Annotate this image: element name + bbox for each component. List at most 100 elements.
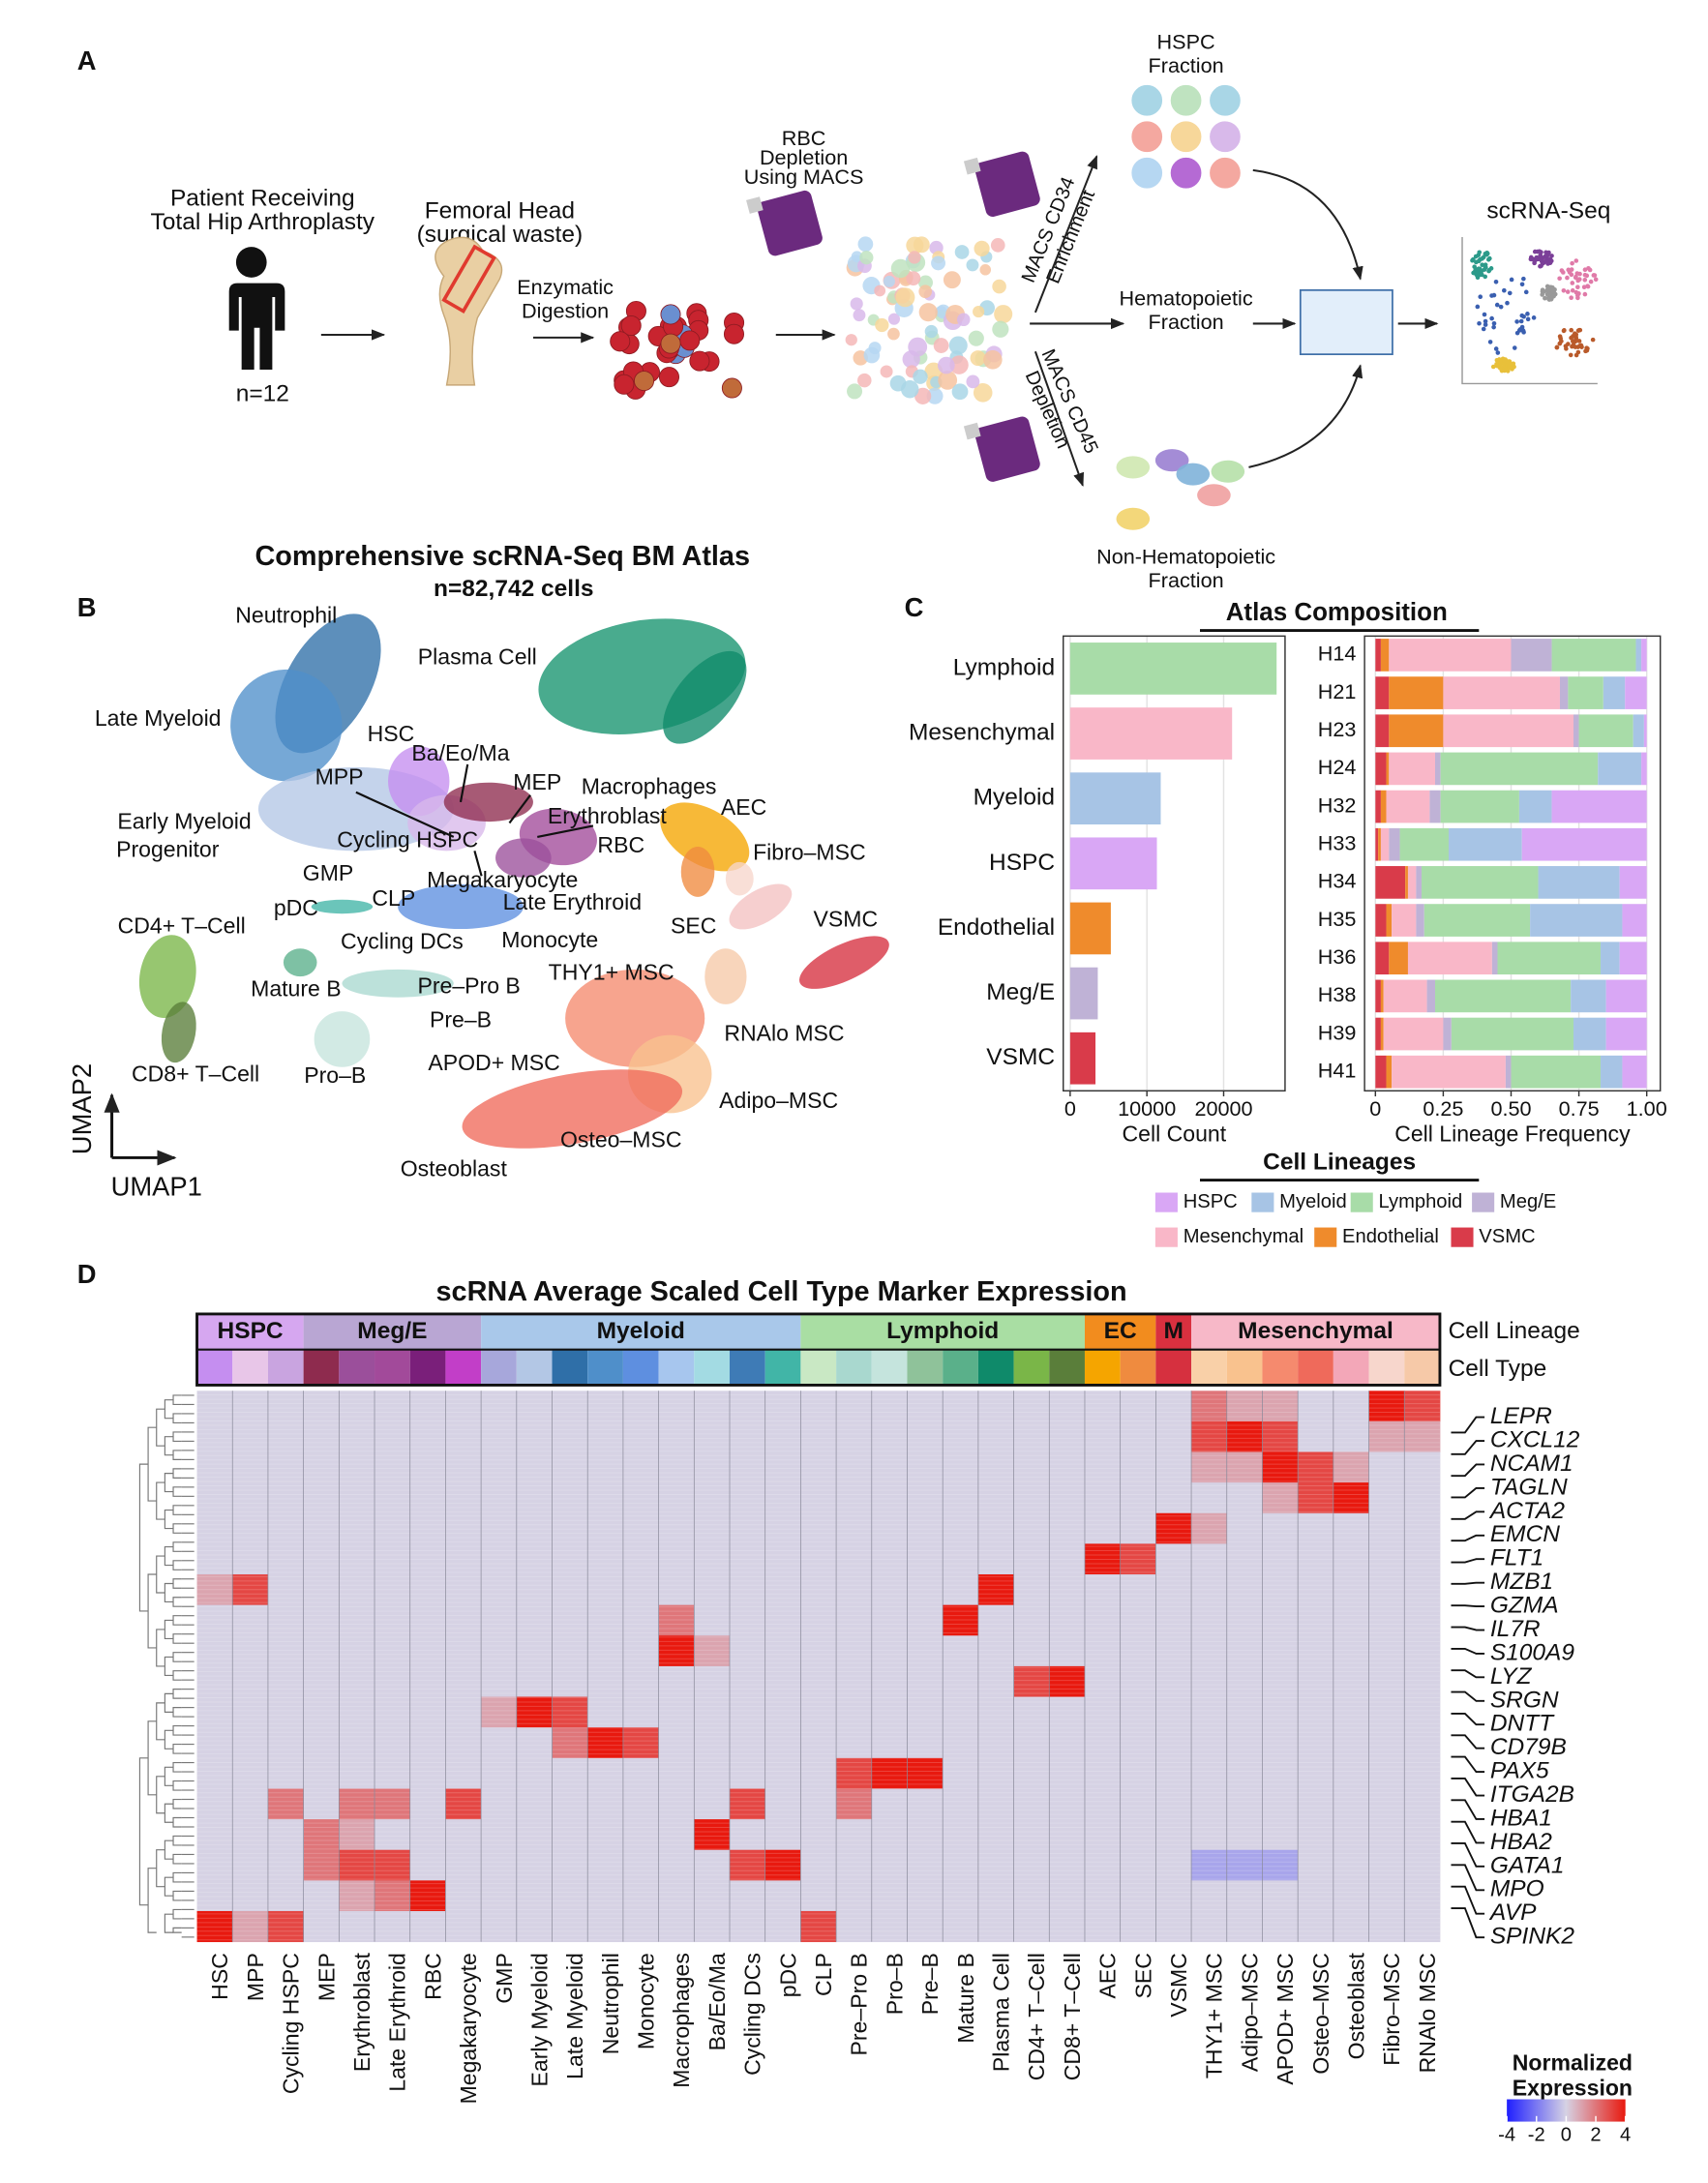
bar-segment	[1443, 1017, 1452, 1051]
heatmap-cell	[267, 1849, 305, 1881]
mini-umap-dot	[1569, 295, 1573, 300]
dendrogram	[156, 1408, 165, 1447]
heatmap-cell	[800, 1512, 837, 1544]
mini-umap-dot	[1483, 318, 1488, 324]
heatmap-cell	[1191, 1788, 1228, 1820]
heatmap-cell	[1262, 1420, 1299, 1452]
heatmap-cell	[836, 1880, 873, 1912]
heatmap-cell	[1404, 1849, 1441, 1881]
heatmap-cell	[339, 1482, 375, 1514]
heatmap-cell	[232, 1849, 269, 1881]
heatmap-cell	[303, 1788, 340, 1820]
heatmap-cell	[1262, 1635, 1299, 1667]
bar-segment	[1518, 790, 1552, 823]
heatmap-cell	[1120, 1910, 1156, 1943]
gene-connector	[1451, 1558, 1485, 1564]
heatmap-cell	[516, 1543, 553, 1575]
scale-tick-label: -2	[1528, 2124, 1545, 2145]
heatmap-cell	[1298, 1604, 1334, 1636]
column-label: THY1+ MSC	[1202, 1953, 1227, 2078]
legend-label: VSMC	[1479, 1226, 1535, 1247]
heatmap-cell	[1155, 1696, 1192, 1728]
cell-type-block	[1049, 1350, 1085, 1386]
heatmap-cell	[409, 1451, 446, 1483]
column-label: Erythroblast	[349, 1953, 375, 2073]
mini-umap-dot	[1559, 339, 1564, 344]
heatmap-cell	[196, 1635, 233, 1667]
heatmap-cell	[871, 1910, 908, 1943]
heatmap-cell	[871, 1574, 908, 1606]
heatmap-cell	[1084, 1635, 1122, 1667]
lineage-label: Mesenchymal	[1238, 1318, 1393, 1344]
heatmap-cell	[1084, 1819, 1122, 1851]
mini-umap-dot	[1561, 328, 1567, 334]
heatmap-cell	[977, 1696, 1015, 1728]
heatmap-cell	[871, 1727, 908, 1759]
cell-icon	[966, 374, 980, 389]
x-tick-label: 0.75	[1559, 1096, 1600, 1121]
bar-segment	[1449, 827, 1522, 861]
patient-text: Total Hip Arthroplasty	[151, 209, 375, 235]
x-tick-label: 0.50	[1490, 1096, 1531, 1121]
bar-segment	[1375, 790, 1381, 823]
heatmap-cell	[375, 1543, 411, 1575]
heatmap-cell	[622, 1696, 660, 1728]
gene-label: GATA1	[1490, 1852, 1565, 1878]
umap-cluster	[443, 782, 533, 822]
column-label: SEC	[1130, 1953, 1155, 1998]
heatmap-cell	[943, 1420, 979, 1452]
heatmap-cell	[1049, 1574, 1086, 1606]
heatmap-cell	[1226, 1482, 1263, 1514]
heatmap-cell	[622, 1574, 660, 1606]
heatmap-cell	[552, 1574, 588, 1606]
bar-segment	[1605, 1017, 1647, 1051]
heatmap-cell	[445, 1391, 482, 1422]
cell-icon	[931, 255, 946, 271]
mini-umap-dot	[1569, 267, 1574, 272]
heatmap-cell	[1013, 1420, 1050, 1452]
heatmap-cell	[339, 1635, 375, 1667]
umap-label: HSC	[368, 721, 415, 746]
heatmap-cell	[481, 1880, 518, 1912]
lineage-label: Lymphoid	[886, 1318, 999, 1344]
heatmap-cell	[622, 1788, 660, 1820]
heatmap-cell	[907, 1604, 944, 1636]
cell-icon	[890, 258, 911, 279]
cell-type-block	[1368, 1350, 1405, 1386]
mini-umap-dot	[1493, 279, 1499, 284]
gene-connector	[1451, 1463, 1485, 1478]
dendrogram	[147, 1426, 157, 1502]
heatmap-cell	[445, 1543, 482, 1575]
heatmap-cell	[1262, 1574, 1299, 1606]
heatmap-cell	[1155, 1819, 1192, 1851]
heatmap-cell	[1013, 1819, 1050, 1851]
heatmap-cell	[729, 1696, 766, 1728]
bar-segment	[1497, 942, 1602, 975]
heatmap-cell	[694, 1635, 731, 1667]
mini-umap-dot	[1573, 258, 1579, 263]
heatmap-cell	[1298, 1910, 1334, 1943]
heatmap-cell	[871, 1880, 908, 1912]
heatmap-cell	[1155, 1665, 1192, 1697]
heatmap-cell	[943, 1391, 979, 1422]
heatmap-cell	[836, 1604, 873, 1636]
heatmap-cell	[1049, 1910, 1086, 1943]
heatmap-cell	[1404, 1910, 1441, 1943]
y-tick-label: H36	[1318, 944, 1357, 969]
mini-umap-dot	[1541, 289, 1546, 294]
heatmap-cell	[729, 1665, 766, 1697]
heatmap-cell	[516, 1727, 553, 1759]
heatmap-cell	[1368, 1880, 1405, 1912]
heatmap-cell	[267, 1604, 305, 1636]
heatmap-cell	[836, 1420, 873, 1452]
nonhemato-cell	[1211, 460, 1245, 483]
bar-segment	[1440, 790, 1519, 823]
cell-icon	[853, 309, 866, 322]
mini-umap-dot	[1484, 251, 1490, 256]
heatmap-cell	[339, 1757, 375, 1789]
mini-umap-dot	[1477, 320, 1482, 326]
heatmap-cell	[587, 1910, 624, 1943]
heatmap-cell	[764, 1665, 801, 1697]
heatmap-cell	[1155, 1604, 1192, 1636]
heatmap-cell	[1368, 1757, 1405, 1789]
